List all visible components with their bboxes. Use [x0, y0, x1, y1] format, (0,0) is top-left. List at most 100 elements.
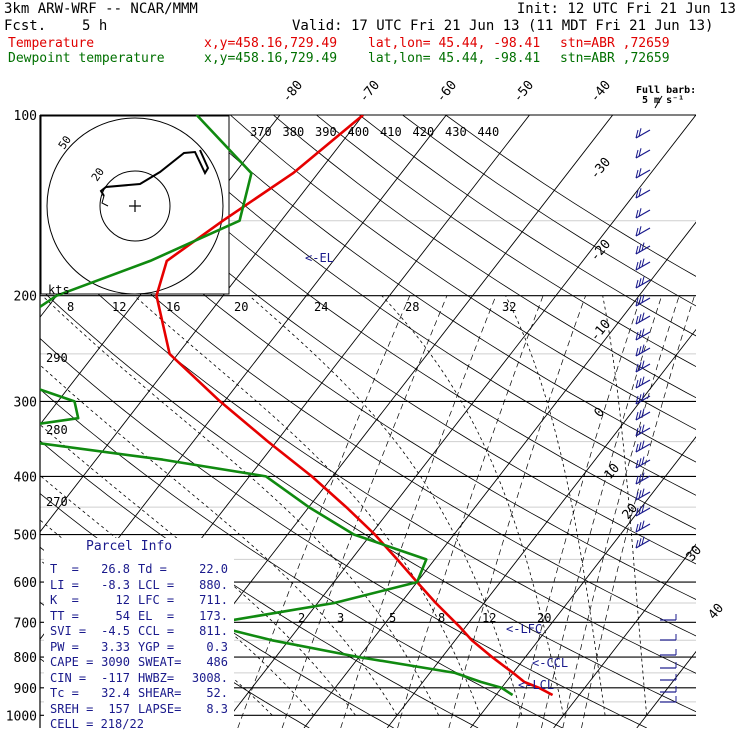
wind-barb-flag [635, 411, 639, 421]
theta-label: 440 [478, 125, 500, 139]
dewpoint-profile [40, 115, 514, 697]
pressure-tick-label: 700 [14, 616, 37, 631]
wind-barb-flag [641, 536, 645, 545]
wind-barb-flag [641, 440, 645, 449]
pressure-tick-label: 300 [14, 395, 37, 410]
parcel-info-right-label: SWEAT= [138, 655, 182, 669]
parcel-info-right-label: EL = [138, 608, 175, 623]
pressure-tick-label: 600 [14, 576, 37, 591]
parcel-info-left-value: 32.4 [101, 686, 130, 700]
forecast-label: Fcst. [4, 18, 47, 34]
parcel-info-row: CAPE = 3090 SWEAT= 486 [50, 655, 232, 671]
hodograph-ring-50 [46, 117, 224, 295]
init-time: Init: 12 UTC Fri 21 Jun 13 [516, 1, 736, 17]
mixing-ratio-label: 32 [502, 300, 516, 314]
wind-barb [635, 169, 651, 179]
temperature-legend-station: stn=ABR ,72659 [560, 36, 670, 51]
moist-adiabat [134, 295, 481, 716]
wind-barb-flag [635, 539, 639, 549]
theta-label: 290 [46, 351, 68, 365]
dry-adiabat [40, 337, 647, 728]
temperature-tick-label: -80 [280, 78, 307, 106]
wind-barb-flag [635, 395, 639, 405]
theta-label: 370 [250, 125, 272, 139]
parcel-info-title: Parcel Info [86, 539, 173, 554]
wind-barb-flag [638, 490, 642, 499]
temperature-tick-label: -10 [588, 317, 615, 345]
wind-barb [635, 411, 651, 421]
parcel-info-right-value: 8.3 [206, 701, 228, 716]
moist-adiabat [381, 295, 564, 716]
hodograph-trace-start [101, 195, 109, 207]
mixing-ratio-line [448, 295, 586, 728]
parcel-info-left-label: CAPE = [50, 655, 94, 669]
isotherm [220, 115, 696, 728]
temperature-tick-label: -70 [357, 78, 384, 106]
wind-barb-flag [635, 475, 639, 485]
pressure-tick-label: 400 [14, 470, 37, 485]
wind-barb-flag [638, 458, 642, 467]
wind-barb-flag [635, 169, 639, 179]
theta-label: 390 [315, 125, 337, 139]
wind-barb-flag [635, 189, 639, 199]
wind-barb-flag [638, 278, 642, 287]
pressure-tick-label: 900 [14, 682, 37, 697]
wind-barb-flag [638, 410, 642, 419]
hodograph-ring-20 [99, 170, 171, 242]
mixing-ratio-line [281, 295, 448, 728]
wind-barb-flag [638, 128, 642, 137]
parcel-info-left-value: 54 [115, 608, 130, 623]
wind-barb-flag [638, 314, 642, 323]
parcel-info-left-value: -4.5 [101, 624, 130, 638]
wind-barb-flag [638, 330, 642, 339]
dry-adiabat [230, 115, 696, 431]
wind-barb-flag [641, 424, 645, 433]
wind-barb-flag [638, 346, 642, 355]
mixing-ratio-line [397, 295, 544, 728]
mixing-ratio-label: 3 [337, 611, 344, 625]
mixing-ratio-label: 12 [482, 611, 496, 625]
parcel-info-left-value: -8.3 [101, 577, 130, 592]
temperature-tick-label: -40 [588, 78, 615, 106]
wind-barb-flag [635, 443, 639, 453]
wind-barb-flag [635, 347, 639, 357]
isotherm [386, 328, 696, 728]
temperature-tick-label: 10 [602, 461, 624, 483]
parcel-info-right-label: HWBZ= [138, 670, 175, 685]
dry-adiabat [100, 115, 696, 530]
mixing-ratio-line [541, 295, 663, 728]
wind-barb-flag [641, 376, 645, 385]
isotherm [0, 115, 30, 728]
parcel-info-left-value: 12 [115, 593, 130, 607]
theta-label: 380 [283, 125, 305, 139]
wind-barb-flag [638, 188, 642, 197]
wind-barb-flag [638, 208, 642, 217]
wind-barb-flag [641, 312, 645, 321]
wind-barb-flag [635, 491, 639, 501]
wind-barb [635, 227, 651, 237]
wind-barb-flag [641, 328, 645, 337]
wind-barb [635, 189, 651, 199]
mixing-ratio-label: 16 [166, 300, 180, 314]
isotherm [636, 650, 696, 728]
wind-barb-flag [635, 507, 639, 517]
level-marker-lfc: <-LFC [506, 622, 542, 636]
isotherm [303, 221, 696, 728]
parcel-info-right-value: 22.0 [199, 562, 228, 576]
wind-barb-flag [641, 392, 645, 401]
level-marker-el: <-EL [305, 251, 334, 265]
parcel-info-right-value: 711. [199, 593, 228, 607]
barb-key-symbol [654, 95, 663, 109]
parcel-info-right-label: CCL = [138, 624, 175, 638]
wind-barb-flag [638, 168, 642, 177]
parcel-info-right-label: SHEAR= [138, 686, 182, 700]
wind-barb-flag [641, 504, 645, 513]
wind-barb [635, 395, 651, 405]
parcel-info-row: K = 12 LFC = 711. [50, 593, 232, 609]
dewpoint-legend-latlon: lat,lon= 45.44, -98.41 [368, 51, 541, 66]
temperature-profile [155, 115, 554, 697]
pressure-tick-label: 200 [14, 290, 37, 305]
wind-barb-flag [641, 258, 645, 267]
parcel-info-panel: Parcel Info T = 26.8 Td = 22.0 LI = -8.3 LCL =… [44, 538, 234, 731]
parcel-info-right-label: LFC = [138, 593, 175, 607]
